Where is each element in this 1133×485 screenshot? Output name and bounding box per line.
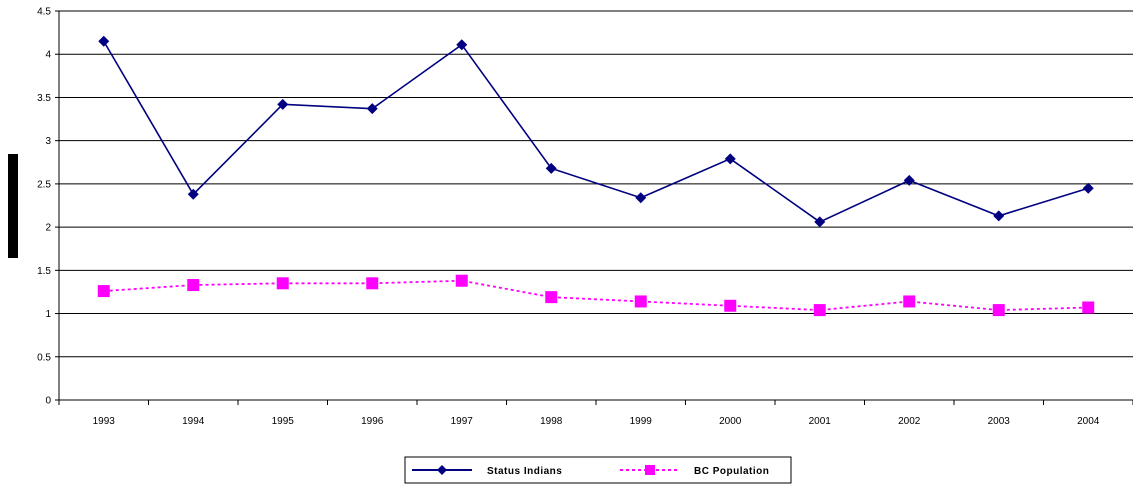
x-tick-label: 2004 <box>1077 416 1100 427</box>
x-tick-label: 2000 <box>719 416 742 427</box>
data-point <box>813 304 826 317</box>
gridlines <box>59 10 1133 358</box>
y-tick-label: 3.5 <box>37 93 51 104</box>
x-axis-tick-labels: 1993 1994 1995 1996 1997 1998 1999 2000 2001 2002… <box>93 416 1100 427</box>
data-point <box>276 277 289 290</box>
legend-label-status-indians: Status Indians <box>487 466 562 477</box>
data-point <box>1082 182 1094 194</box>
y-tick-label: 2 <box>45 223 51 234</box>
data-point <box>903 295 916 308</box>
data-point <box>187 279 200 292</box>
data-point <box>98 35 110 47</box>
series-layer <box>97 35 1095 317</box>
legend-label-bc-population: BC Population <box>694 466 769 477</box>
legend-marker-status-indians <box>437 465 447 475</box>
y-tick-label: 0.5 <box>37 352 51 363</box>
data-point <box>366 277 379 290</box>
y-tick-label: 2.5 <box>37 179 51 190</box>
series-status-indians <box>98 35 1094 228</box>
data-point <box>1082 301 1095 314</box>
series-line <box>103 40 1089 223</box>
x-tick-label: 1998 <box>540 416 563 427</box>
legend: Status Indians BC Population <box>404 456 792 484</box>
y-tick-label: 4.5 <box>37 7 51 18</box>
data-point <box>277 98 289 110</box>
series-line <box>103 279 1089 311</box>
y-tick-label: 1.5 <box>37 266 51 277</box>
x-tick-label: 1997 <box>451 416 474 427</box>
data-point <box>993 210 1005 222</box>
x-tick-label: 1996 <box>361 416 384 427</box>
x-tick-label: 2003 <box>988 416 1011 427</box>
y-tick-label: 4 <box>45 50 51 61</box>
data-point <box>634 295 647 308</box>
x-tick-label: 1994 <box>182 416 205 427</box>
y-tick-label: 0 <box>45 396 51 407</box>
data-point <box>455 274 468 287</box>
x-tick-label: 1995 <box>272 416 295 427</box>
data-point <box>187 188 199 200</box>
y-axis-tick-labels: 0 0.5 1 1.5 2 2.5 3 3.5 4 4.5 <box>37 7 51 407</box>
x-tick-label: 2001 <box>809 416 832 427</box>
series-bc-population <box>97 274 1095 317</box>
x-tick-label: 2002 <box>898 416 921 427</box>
y-tick-label: 3 <box>45 136 51 147</box>
x-tick-label: 1999 <box>630 416 653 427</box>
y-axis-title-block <box>8 154 18 258</box>
axes <box>55 10 1133 405</box>
data-point <box>456 39 468 51</box>
data-point <box>635 192 647 204</box>
legend-marker-bc-population <box>645 465 655 475</box>
y-tick-label: 1 <box>45 309 51 320</box>
data-point <box>97 285 110 298</box>
data-point <box>545 162 557 174</box>
data-point <box>992 304 1005 317</box>
data-point <box>814 216 826 228</box>
data-point <box>366 103 378 115</box>
data-point <box>545 291 558 304</box>
data-point <box>724 153 736 165</box>
x-tick-label: 1993 <box>93 416 116 427</box>
data-point <box>724 299 737 312</box>
data-point <box>903 174 915 186</box>
